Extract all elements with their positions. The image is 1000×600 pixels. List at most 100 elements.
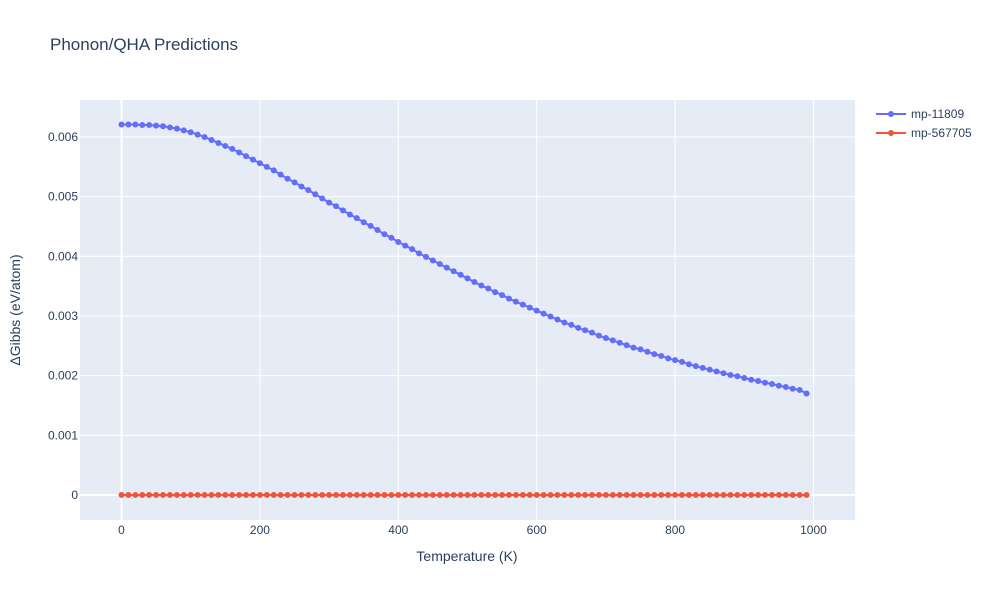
data-point[interactable] (236, 491, 243, 498)
data-point[interactable] (575, 491, 582, 498)
data-point[interactable] (457, 271, 464, 278)
data-point[interactable] (789, 491, 796, 498)
data-point[interactable] (346, 491, 353, 498)
data-point[interactable] (526, 304, 533, 311)
data-point[interactable] (679, 358, 686, 365)
data-point[interactable] (519, 301, 526, 308)
data-point[interactable] (665, 355, 672, 362)
data-point[interactable] (360, 219, 367, 226)
data-point[interactable] (796, 386, 803, 393)
data-point[interactable] (561, 491, 568, 498)
data-point[interactable] (471, 491, 478, 498)
data-point[interactable] (187, 491, 194, 498)
data-point[interactable] (768, 491, 775, 498)
data-point[interactable] (256, 491, 263, 498)
data-point[interactable] (547, 491, 554, 498)
data-point[interactable] (346, 211, 353, 218)
data-point[interactable] (582, 491, 589, 498)
data-point[interactable] (270, 167, 277, 174)
data-point[interactable] (436, 491, 443, 498)
data-point[interactable] (713, 491, 720, 498)
data-point[interactable] (464, 491, 471, 498)
data-point[interactable] (291, 179, 298, 186)
data-point[interactable] (229, 145, 236, 152)
data-point[interactable] (319, 195, 326, 202)
data-point[interactable] (699, 364, 706, 371)
data-point[interactable] (755, 377, 762, 384)
data-point[interactable] (132, 491, 139, 498)
data-point[interactable] (249, 156, 256, 163)
data-point[interactable] (575, 324, 582, 331)
data-point[interactable] (402, 242, 409, 249)
data-point[interactable] (443, 491, 450, 498)
data-point[interactable] (450, 491, 457, 498)
data-point[interactable] (333, 491, 340, 498)
data-point[interactable] (637, 346, 644, 353)
data-point[interactable] (720, 491, 727, 498)
data-point[interactable] (374, 491, 381, 498)
data-point[interactable] (326, 491, 333, 498)
data-point[interactable] (602, 491, 609, 498)
data-point[interactable] (153, 122, 160, 129)
data-point[interactable] (153, 491, 160, 498)
data-point[interactable] (402, 491, 409, 498)
data-point[interactable] (180, 491, 187, 498)
data-point[interactable] (775, 491, 782, 498)
data-point[interactable] (305, 187, 312, 194)
data-point[interactable] (540, 491, 547, 498)
data-point[interactable] (291, 491, 298, 498)
data-point[interactable] (208, 491, 215, 498)
data-point[interactable] (595, 491, 602, 498)
data-point[interactable] (630, 491, 637, 498)
data-point[interactable] (623, 342, 630, 349)
data-point[interactable] (215, 139, 222, 146)
data-point[interactable] (775, 382, 782, 389)
data-point[interactable] (672, 491, 679, 498)
data-point[interactable] (360, 491, 367, 498)
data-point[interactable] (554, 316, 561, 323)
data-point[interactable] (478, 282, 485, 289)
data-point[interactable] (118, 121, 125, 128)
data-point[interactable] (623, 491, 630, 498)
data-point[interactable] (353, 491, 360, 498)
data-point[interactable] (381, 231, 388, 238)
data-point[interactable] (616, 491, 623, 498)
data-point[interactable] (160, 491, 167, 498)
data-point[interactable] (312, 191, 319, 198)
data-point[interactable] (243, 491, 250, 498)
data-point[interactable] (146, 122, 153, 129)
data-point[interactable] (416, 250, 423, 257)
data-point[interactable] (582, 327, 589, 334)
data-point[interactable] (409, 491, 416, 498)
data-point[interactable] (727, 372, 734, 379)
data-point[interactable] (782, 383, 789, 390)
data-point[interactable] (146, 491, 153, 498)
data-point[interactable] (589, 329, 596, 336)
data-point[interactable] (499, 491, 506, 498)
data-point[interactable] (132, 121, 139, 128)
data-point[interactable] (118, 491, 125, 498)
data-point[interactable] (236, 149, 243, 156)
data-point[interactable] (616, 339, 623, 346)
data-point[interactable] (692, 363, 699, 370)
data-point[interactable] (685, 491, 692, 498)
data-point[interactable] (782, 491, 789, 498)
data-point[interactable] (166, 124, 173, 131)
data-point[interactable] (637, 491, 644, 498)
legend-item[interactable]: mp-567705 (876, 126, 972, 140)
data-point[interactable] (222, 142, 229, 149)
data-point[interactable] (395, 238, 402, 245)
data-point[interactable] (651, 351, 658, 358)
data-point[interactable] (243, 153, 250, 160)
data-point[interactable] (395, 491, 402, 498)
data-point[interactable] (201, 133, 208, 140)
data-point[interactable] (270, 491, 277, 498)
data-point[interactable] (416, 491, 423, 498)
data-point[interactable] (658, 491, 665, 498)
data-point[interactable] (464, 275, 471, 282)
data-point[interactable] (208, 136, 215, 143)
data-point[interactable] (720, 370, 727, 377)
data-point[interactable] (741, 375, 748, 382)
data-point[interactable] (609, 491, 616, 498)
data-point[interactable] (422, 253, 429, 260)
